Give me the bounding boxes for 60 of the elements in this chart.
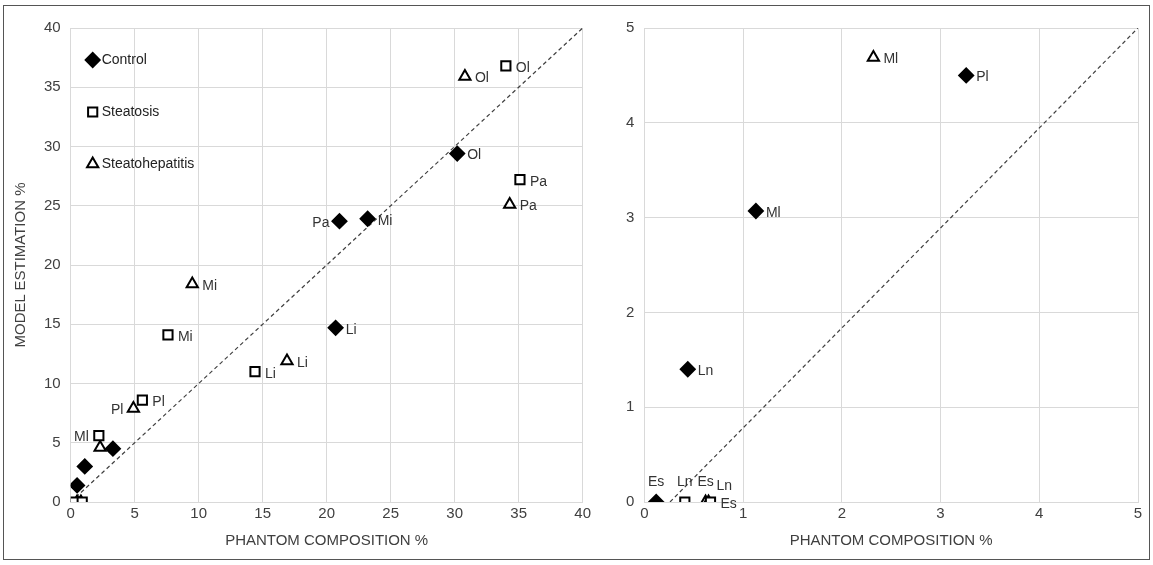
y-tick-label: 5 — [52, 432, 61, 450]
x-tick-label: 1 — [738, 504, 748, 522]
x-tick-label: 15 — [254, 504, 272, 522]
data-label: Ln — [677, 472, 693, 489]
y-tick-label: 40 — [44, 18, 61, 36]
y-tick-label: 4 — [626, 112, 635, 130]
y-tick-label: 0 — [52, 492, 61, 510]
data-label: Li — [264, 364, 276, 381]
data-label: Ln — [716, 476, 733, 493]
data-label: Es — [648, 472, 665, 489]
x-tick-label: 0 — [66, 504, 75, 522]
y-tick-label: 0 — [626, 492, 635, 510]
x-tick-label: 35 — [510, 504, 527, 522]
data-label: Ml — [765, 203, 781, 220]
x-tick-label: 2 — [837, 504, 846, 522]
y-tick-label: 10 — [44, 373, 61, 391]
y-tick-label: 25 — [44, 195, 61, 213]
y-axis-title: MODEL ESTIMATION % — [11, 182, 29, 348]
x-axis-title: PHANTOM COMPOSITION % — [789, 531, 993, 549]
data-label: Ol — [515, 58, 530, 75]
y-tick-label: 5 — [626, 18, 635, 36]
y-tick-label: 1 — [626, 397, 635, 415]
data-label: Ml — [883, 50, 899, 67]
data-label: Pl — [110, 401, 124, 418]
y-tick-label: 2 — [626, 302, 635, 320]
x-tick-label: 0 — [640, 504, 649, 522]
data-label: Ol — [474, 69, 489, 86]
x-tick-label: 30 — [446, 504, 464, 522]
x-tick-label: 20 — [318, 504, 336, 522]
x-tick-label: 10 — [190, 504, 208, 522]
data-label: Li — [296, 353, 308, 370]
x-tick-label: 5 — [1133, 504, 1143, 522]
y-tick-label: 20 — [44, 255, 61, 273]
data-label: Pl — [152, 392, 165, 409]
data-label: Mi — [177, 327, 193, 344]
data-label: Pa — [529, 172, 548, 189]
y-tick-label: 35 — [44, 77, 61, 95]
legend-label: Steatosis — [101, 102, 160, 119]
data-label: Es — [720, 494, 737, 511]
data-label: Pa — [312, 214, 330, 231]
y-tick-label: 3 — [626, 207, 635, 225]
x-tick-label: 40 — [574, 504, 591, 522]
x-tick-label: 5 — [130, 504, 139, 522]
legend-label: Steatohepatitis — [101, 154, 195, 171]
legend-label: Control — [101, 50, 147, 67]
data-label: Li — [345, 320, 357, 337]
x-tick-label: 4 — [1035, 504, 1044, 522]
data-label: Pa — [519, 197, 538, 214]
data-label: Ln — [697, 362, 714, 379]
data-label: Ol — [467, 146, 482, 163]
y-tick-label: 30 — [44, 136, 61, 154]
data-label: Es — [697, 472, 714, 489]
x-axis-title: PHANTOM COMPOSITION % — [225, 531, 429, 549]
data-label: Ml — [74, 428, 89, 445]
x-tick-label: 25 — [382, 504, 400, 522]
data-label: Pl — [976, 68, 989, 85]
y-tick-label: 15 — [44, 314, 61, 332]
data-label: Mi — [377, 211, 393, 228]
x-tick-label: 3 — [936, 504, 945, 522]
data-label: Mi — [202, 276, 218, 293]
